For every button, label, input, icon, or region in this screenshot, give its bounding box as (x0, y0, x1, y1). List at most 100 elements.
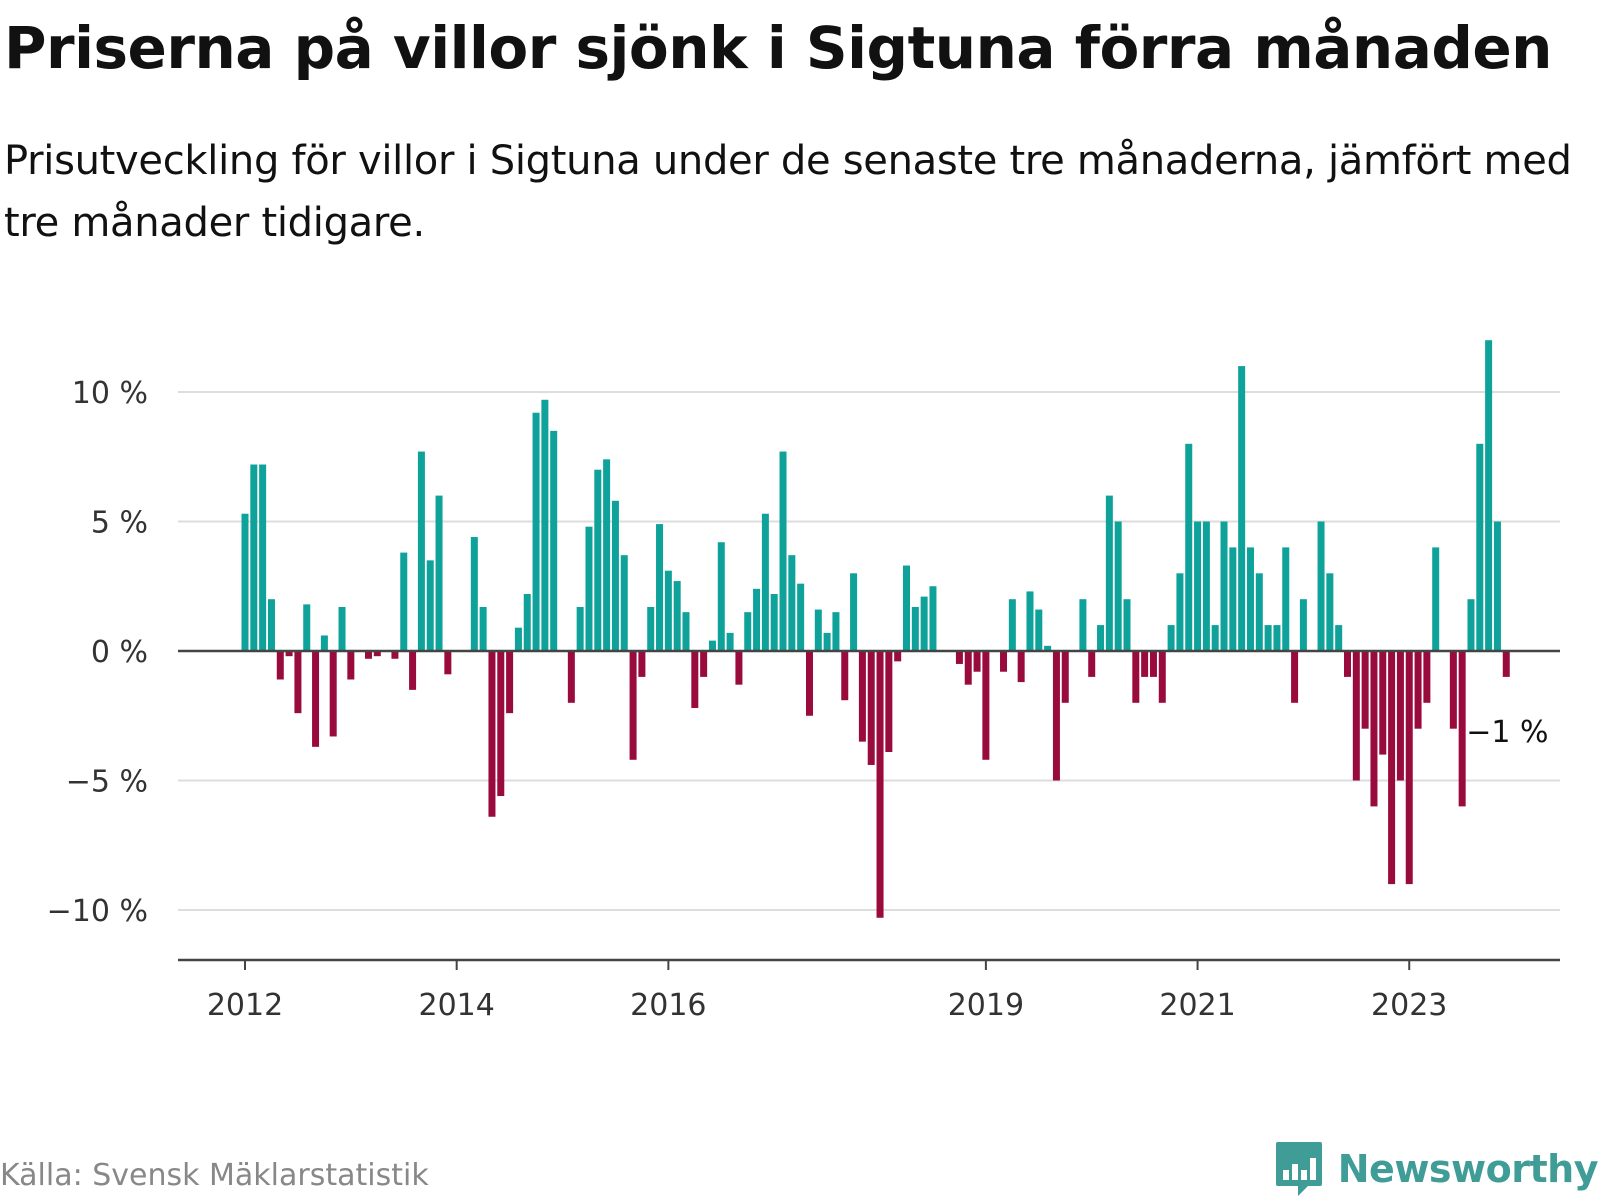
bars (241, 340, 1510, 918)
bar (832, 612, 840, 651)
bar (1335, 625, 1343, 651)
bar (1052, 651, 1060, 781)
bar (1229, 547, 1237, 651)
bar (1344, 651, 1351, 677)
bar (329, 651, 337, 737)
bar (1493, 521, 1501, 651)
bar (400, 552, 408, 651)
bar (364, 651, 372, 659)
bar (391, 651, 399, 659)
bar (276, 651, 284, 680)
bar (1291, 651, 1299, 703)
bar (1132, 651, 1140, 703)
bar (726, 632, 734, 651)
y-tick-label: 10 % (72, 376, 148, 411)
bar (717, 542, 725, 651)
bar (823, 632, 831, 651)
bar (285, 651, 293, 657)
bar (241, 513, 249, 651)
bar (506, 651, 514, 714)
bar (788, 555, 796, 651)
bar (779, 451, 787, 651)
bar (1246, 547, 1254, 651)
bar (373, 651, 381, 657)
bar (1202, 521, 1210, 651)
bar (673, 581, 681, 651)
bar (814, 609, 822, 651)
bar (638, 651, 646, 677)
bar (761, 513, 769, 651)
bar (867, 651, 875, 765)
bar (250, 464, 258, 651)
bar (1105, 495, 1113, 651)
bar (312, 651, 320, 747)
x-tick-label: 2012 (207, 988, 283, 1020)
page-title: Priserna på villor sjönk i Sigtuna förra… (4, 14, 1552, 82)
bar (576, 606, 584, 651)
brand-logo: Newsworthy (1274, 1140, 1599, 1198)
bar (1370, 651, 1378, 807)
bar (858, 651, 866, 742)
bar (1088, 651, 1096, 677)
bar (541, 399, 549, 651)
bar (903, 565, 910, 651)
bar (920, 596, 928, 651)
bar (629, 651, 637, 760)
bar (1352, 651, 1360, 781)
bar (603, 459, 611, 651)
bar (841, 651, 849, 701)
bar (973, 651, 981, 672)
bar (1079, 599, 1087, 651)
axes (178, 649, 1560, 962)
bar (1273, 625, 1281, 651)
bar (1097, 625, 1105, 651)
bar (1149, 651, 1157, 677)
y-tick-label: 5 % (91, 506, 148, 541)
y-axis-ticks: 10 % 5 % 0 % −5 % −10 % (47, 376, 148, 929)
bar (567, 651, 575, 703)
chart-subtitle: Prisutveckling för villor i Sigtuna unde… (4, 138, 1572, 246)
bar (426, 560, 434, 651)
bar (955, 651, 963, 664)
bar (514, 627, 522, 651)
bar (1220, 521, 1228, 651)
bar (1026, 591, 1034, 651)
gridlines (178, 391, 1560, 911)
bar (894, 651, 902, 662)
bar (708, 640, 716, 651)
bar (682, 612, 690, 651)
bar (479, 606, 487, 651)
bar (470, 537, 478, 651)
bar (850, 573, 858, 651)
bar (1114, 521, 1122, 651)
bar (1044, 645, 1052, 651)
x-tick-label: 2023 (1371, 988, 1447, 1020)
source-note: Källa: Svensk Mäklarstatistik (0, 1158, 429, 1193)
bar (1194, 521, 1202, 651)
bar (303, 604, 311, 651)
bar (435, 495, 443, 651)
x-tick-label: 2016 (630, 988, 706, 1020)
bar (417, 451, 425, 651)
bar (1379, 651, 1387, 755)
bar (1361, 651, 1369, 729)
bar (267, 599, 275, 651)
bar (550, 430, 558, 651)
bar (1167, 625, 1175, 651)
bar (911, 606, 919, 651)
annotations: −1 % (1466, 715, 1548, 750)
bar (1299, 599, 1307, 651)
bar (347, 651, 355, 680)
bar (409, 651, 417, 690)
bar (647, 606, 655, 651)
bar (620, 555, 628, 651)
bar (1000, 651, 1008, 672)
bar (1255, 573, 1263, 651)
bar (594, 469, 602, 651)
x-axis-ticks: 2012 2014 2016 2019 2021 2023 (207, 960, 1447, 1020)
bar (444, 651, 452, 675)
bar (1458, 651, 1466, 807)
bar (611, 500, 619, 651)
bar (797, 583, 805, 651)
bar (664, 570, 672, 651)
